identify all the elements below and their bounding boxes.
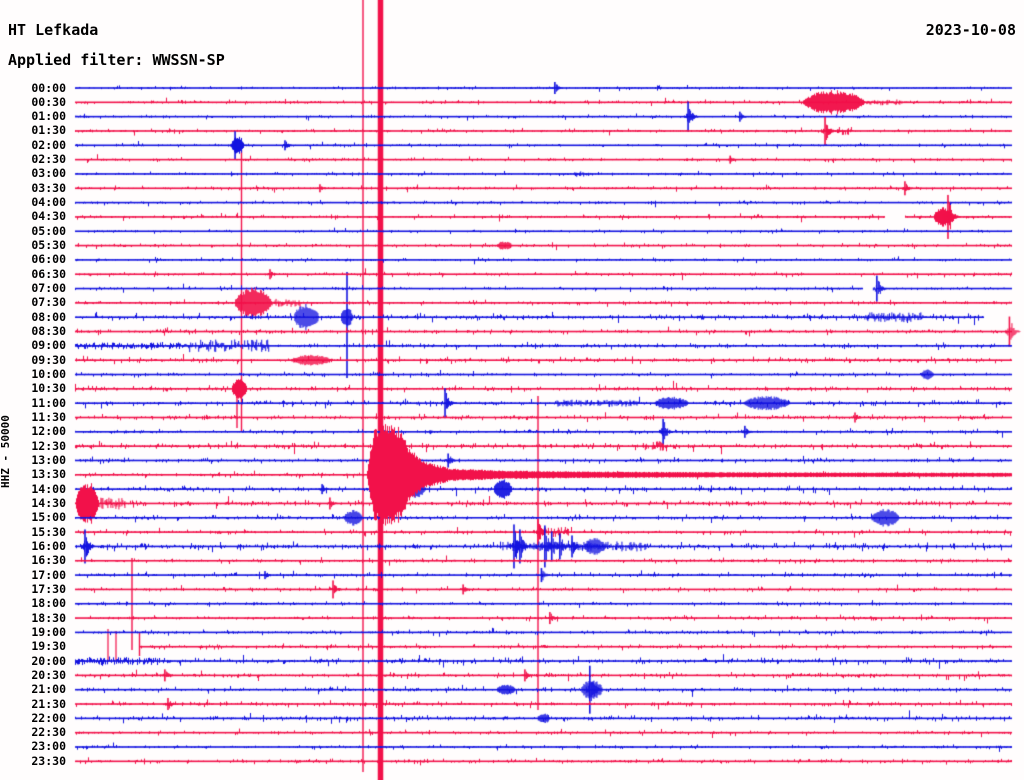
time-label: 02:00 [31, 137, 66, 152]
time-label: 12:30 [31, 438, 66, 453]
time-label: 00:00 [31, 80, 66, 95]
time-label: 19:30 [31, 639, 66, 654]
time-label: 17:00 [31, 567, 66, 582]
time-label: 01:30 [31, 123, 66, 138]
time-label: 13:00 [31, 452, 66, 467]
record-date: 2023-10-08 [925, 21, 1016, 39]
time-label: 04:00 [31, 195, 66, 210]
applied-filter-label: Applied filter: WWSSN-SP [8, 51, 225, 69]
time-label: 14:00 [31, 481, 66, 496]
time-label: 15:00 [31, 510, 66, 525]
time-label: 22:00 [31, 710, 66, 725]
time-label: 05:30 [31, 238, 66, 253]
time-label: 07:00 [31, 281, 66, 296]
time-label: 15:30 [31, 524, 66, 539]
time-label: 09:00 [31, 338, 66, 353]
time-label: 20:00 [31, 653, 66, 668]
time-label: 05:00 [31, 223, 66, 238]
time-label: 11:00 [31, 395, 66, 410]
time-label: 14:30 [31, 495, 66, 510]
time-label: 21:30 [31, 696, 66, 711]
time-label: 16:30 [31, 553, 66, 568]
time-label: 13:30 [31, 467, 66, 482]
time-label: 04:30 [31, 209, 66, 224]
time-label: 00:30 [31, 94, 66, 109]
time-label: 20:30 [31, 667, 66, 682]
time-label: 21:00 [31, 682, 66, 697]
time-label: 22:30 [31, 725, 66, 740]
station-title: HT Lefkada [8, 21, 99, 39]
time-label: 18:00 [31, 596, 66, 611]
time-label: 07:30 [31, 295, 66, 310]
time-label: 06:00 [31, 252, 66, 267]
time-label: 17:30 [31, 581, 66, 596]
time-label: 19:00 [31, 624, 66, 639]
time-label: 10:00 [31, 367, 66, 382]
time-label: 11:30 [31, 409, 66, 424]
time-label: 06:30 [31, 266, 66, 281]
time-label: 01:00 [31, 109, 66, 124]
time-label: 09:30 [31, 352, 66, 367]
time-label: 16:00 [31, 538, 66, 553]
time-label: 10:30 [31, 381, 66, 396]
time-label: 03:00 [31, 166, 66, 181]
time-label: 03:30 [31, 180, 66, 195]
time-label: 23:30 [31, 753, 66, 768]
time-label: 08:00 [31, 309, 66, 324]
time-label: 23:00 [31, 739, 66, 754]
time-label: 08:30 [31, 324, 66, 339]
time-label: 02:30 [31, 152, 66, 167]
time-label: 18:30 [31, 610, 66, 625]
time-label: 12:00 [31, 424, 66, 439]
